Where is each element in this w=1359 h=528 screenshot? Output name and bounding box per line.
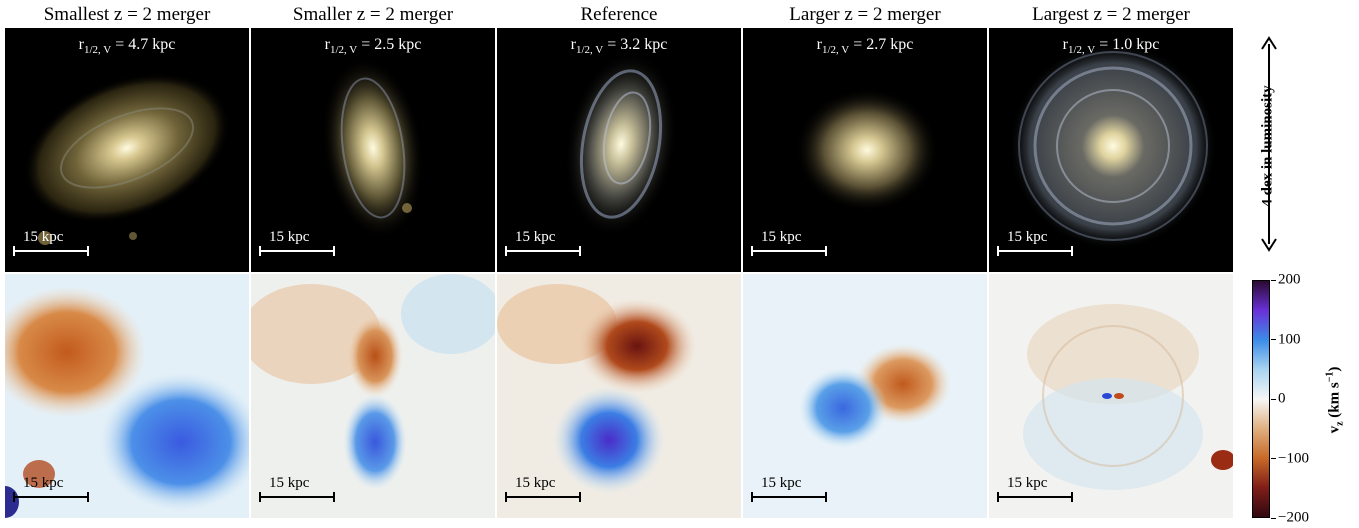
- velocity-map-4: 15 kpc: [743, 274, 987, 518]
- colorbar-tick-label: 0: [1278, 390, 1286, 407]
- velocity-map-2: 15 kpc: [251, 274, 495, 518]
- galaxy-image-2: r1/2, V = 2.5 kpc 15 kpc: [251, 28, 495, 272]
- galaxy-image-5: r1/2, V = 1.0 kpc 15 kpc: [989, 28, 1233, 272]
- velocity-map-1: 15 kpc: [5, 274, 249, 518]
- colorbar-tick-label: −100: [1278, 450, 1309, 466]
- colorbar-tick-label: −200: [1278, 509, 1309, 526]
- column-title-4: Larger z = 2 merger: [789, 4, 941, 25]
- colorbar-tick-mark: [1271, 279, 1276, 281]
- radius-label-3: r1/2, V = 3.2 kpc: [570, 36, 668, 57]
- luminosity-range-arrow: [1250, 36, 1290, 252]
- galaxy-image-4: r1/2, V = 2.7 kpc 15 kpc: [743, 28, 987, 272]
- radius-label-5: r1/2, V = 1.0 kpc: [1062, 36, 1160, 57]
- galaxy-image-3: r1/2, V = 3.2 kpc 15 kpc: [497, 28, 741, 272]
- colorbar-tick-mark: [1271, 517, 1276, 519]
- colorbar-tick-mark: [1271, 458, 1276, 459]
- radius-label-4: r1/2, V = 2.7 kpc: [816, 36, 914, 57]
- colorbar-tick-label: 100: [1278, 331, 1301, 347]
- velocity-map-3: 15 kpc: [497, 274, 741, 518]
- column-title-1: Smallest z = 2 merger: [43, 4, 211, 25]
- colorbar-tick-mark: [1271, 398, 1276, 400]
- galaxy-image-1: r1/2, V = 4.7 kpc 15 kpc: [5, 28, 249, 272]
- velocity-colorbar: [1252, 280, 1270, 518]
- radius-label-2: r1/2, V = 2.5 kpc: [324, 36, 422, 57]
- radius-label-1: r1/2, V = 4.7 kpc: [78, 36, 176, 57]
- luminosity-label: 4 dex in luminosity: [1259, 85, 1276, 207]
- colorbar-tick-mark: [1271, 339, 1276, 340]
- column-title-5: Largest z = 2 merger: [1032, 4, 1190, 25]
- colorbar-tick-label: 200: [1278, 271, 1301, 288]
- column-title-2: Smaller z = 2 merger: [292, 4, 454, 25]
- colorbar-title: vz (km s−1): [1324, 366, 1346, 434]
- column-title-3: Reference: [580, 4, 658, 25]
- velocity-map-5: 15 kpc: [989, 274, 1233, 518]
